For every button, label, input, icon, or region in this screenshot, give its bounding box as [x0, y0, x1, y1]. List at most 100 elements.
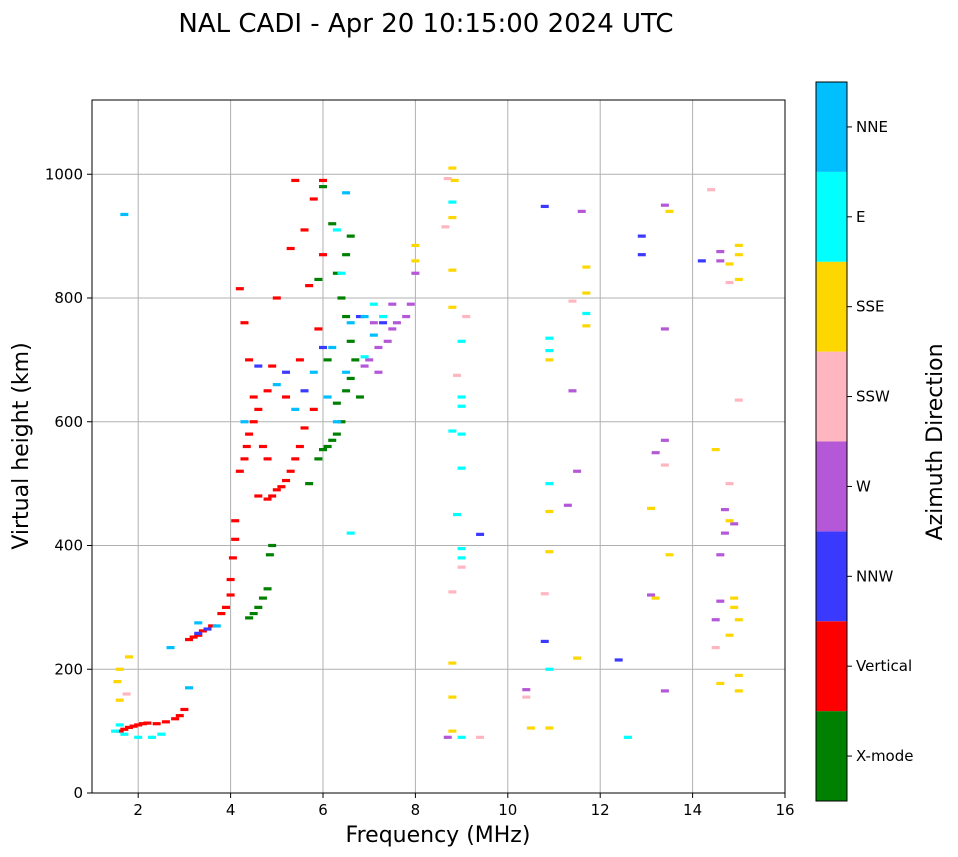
data-point: [660, 438, 669, 442]
data-point: [332, 271, 341, 275]
data-point: [346, 339, 355, 343]
data-point: [258, 596, 267, 600]
data-point: [249, 395, 258, 399]
data-point: [388, 302, 397, 306]
data-point: [314, 327, 323, 331]
data-point: [355, 395, 364, 399]
data-point: [734, 673, 743, 678]
chart-title: NAL CADI - Apr 20 10:15:00 2024 UTC: [178, 9, 673, 39]
data-point: [328, 438, 337, 442]
data-point: [522, 688, 531, 692]
data-point: [448, 268, 457, 272]
colorbar-label: NNW: [856, 567, 893, 585]
data-point: [161, 720, 170, 724]
data-point: [379, 321, 388, 325]
data-point: [448, 166, 457, 170]
data-point: [448, 429, 457, 433]
data-point: [282, 370, 291, 374]
data-point: [249, 420, 258, 424]
data-point: [720, 531, 729, 535]
colorbar-label: NNE: [856, 118, 888, 136]
colorbar-segment: [816, 441, 847, 532]
data-point: [319, 253, 327, 257]
data-point: [120, 732, 129, 736]
data-point: [577, 209, 586, 213]
data-point: [457, 432, 466, 436]
data-point: [730, 522, 739, 526]
data-point: [563, 503, 572, 507]
data-point: [111, 729, 120, 733]
data-point: [337, 296, 346, 300]
y-tick-label: 0: [73, 784, 83, 802]
data-point: [342, 389, 351, 393]
data-point: [734, 689, 743, 693]
data-point: [716, 553, 725, 557]
data-point: [734, 618, 743, 622]
data-point: [332, 401, 341, 405]
data-point: [522, 695, 531, 699]
data-point: [443, 176, 452, 181]
colorbar-frame: [815, 81, 848, 802]
data-point: [268, 364, 277, 368]
data-point: [291, 178, 300, 183]
plot-area: [92, 100, 785, 793]
data-point: [360, 364, 369, 368]
data-point: [157, 732, 166, 736]
data-point: [120, 212, 129, 217]
colorbar-label: E: [856, 208, 865, 226]
colorbar: X-mode Vertical NNW W SSW SSE E NNE: [816, 82, 913, 801]
data-point: [228, 556, 237, 560]
data-point: [305, 284, 314, 288]
data-point: [291, 407, 300, 411]
data-point: [379, 314, 388, 319]
data-point: [734, 243, 743, 248]
data-point: [254, 407, 263, 411]
data-point: [388, 327, 397, 331]
data-point: [194, 631, 203, 635]
colorbar-segment: [816, 711, 847, 801]
data-point: [263, 457, 272, 461]
colorbar-segment: [816, 82, 847, 172]
data-point: [711, 645, 720, 650]
data-point: [665, 553, 674, 557]
data-point: [545, 509, 554, 514]
data-point: [411, 259, 420, 263]
data-point: [448, 200, 457, 204]
data-point: [245, 432, 254, 436]
x-axis-label: Frequency (MHz): [346, 823, 531, 848]
data-point: [305, 482, 314, 486]
x-tick-label: 4: [226, 801, 236, 819]
data-point: [254, 494, 263, 498]
data-point: [337, 420, 346, 424]
data-point: [374, 345, 383, 350]
data-point: [263, 587, 272, 591]
data-point: [660, 463, 669, 467]
data-point: [582, 324, 591, 328]
data-point: [707, 188, 716, 192]
data-point: [374, 370, 383, 374]
data-point: [129, 724, 138, 728]
data-point: [342, 370, 351, 374]
data-point: [582, 265, 591, 269]
data-point: [369, 321, 378, 325]
data-point: [448, 590, 457, 594]
data-point: [152, 722, 161, 726]
data-point: [122, 692, 131, 696]
data-point: [309, 370, 318, 374]
data-point: [115, 698, 124, 702]
data-point: [258, 444, 267, 449]
data-point: [734, 398, 743, 402]
data-point: [651, 596, 660, 600]
data-point: [637, 234, 646, 238]
data-point: [198, 629, 207, 633]
data-point: [240, 457, 249, 461]
series-vertical: [115, 178, 327, 733]
series-x-mode: [245, 185, 364, 620]
x-tick-label: 14: [683, 801, 702, 819]
data-point: [171, 717, 180, 721]
data-point: [314, 457, 323, 461]
colorbar-title: Azimuth Direction: [923, 343, 948, 540]
data-point: [725, 519, 734, 523]
data-point: [185, 686, 194, 690]
y-axis-ticks: 0 200 400 600 800 1000: [45, 165, 92, 802]
